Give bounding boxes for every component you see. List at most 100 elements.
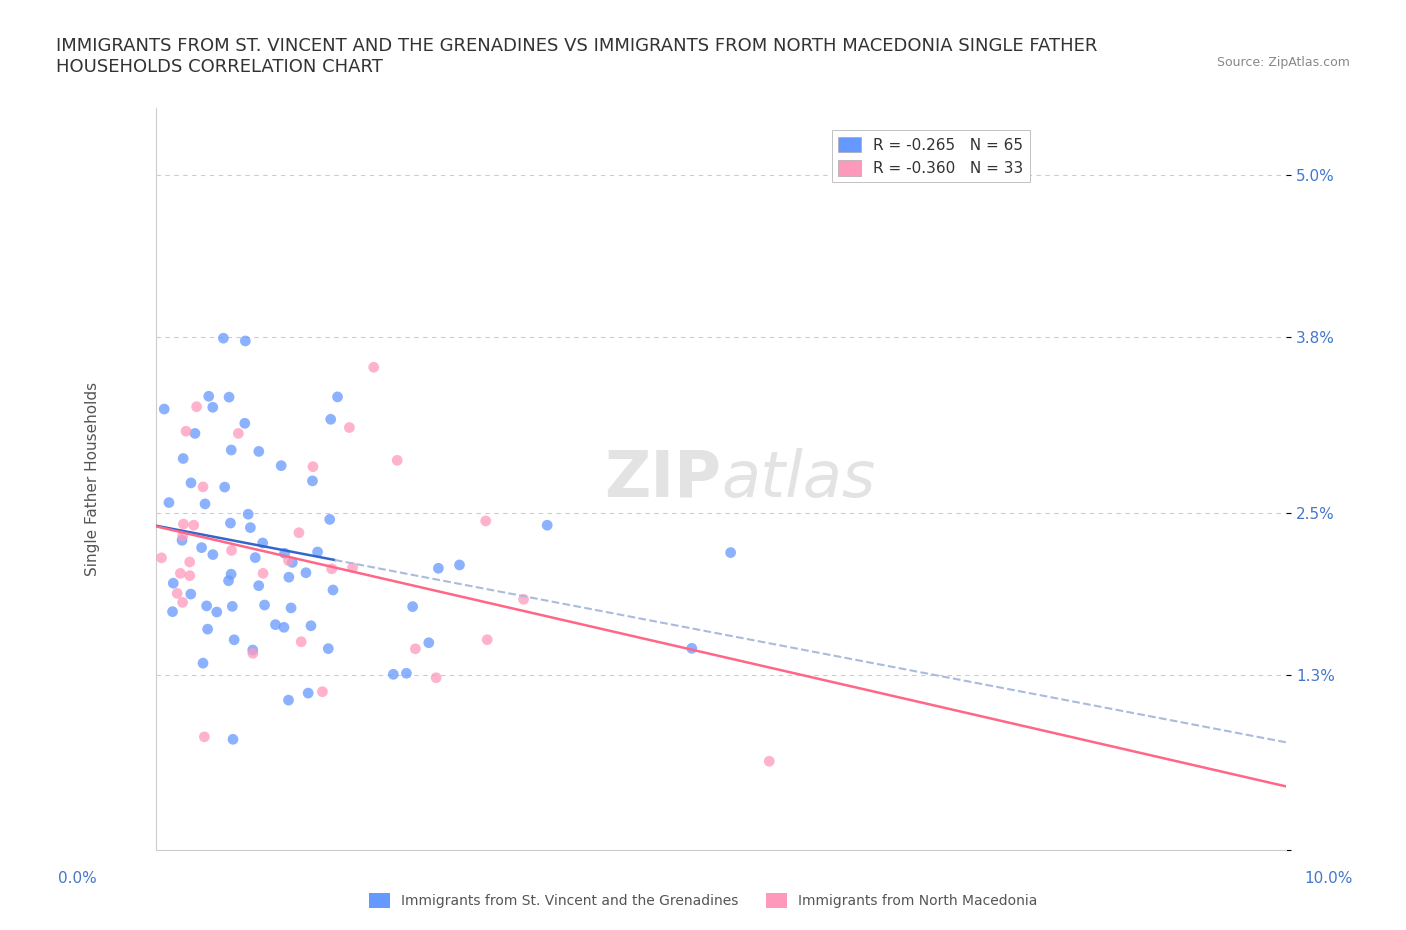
Point (273, 620, 295, 635)
Point (153, 402, 176, 417)
Point (252, 565, 274, 580)
Point (238, 507, 260, 522)
Point (201, 400, 224, 415)
Point (425, 671, 447, 685)
Point (172, 595, 194, 610)
Point (418, 635, 440, 650)
Point (318, 512, 340, 526)
Legend: R = -0.265   N = 65, R = -0.360   N = 33: R = -0.265 N = 65, R = -0.360 N = 33 (832, 130, 1029, 182)
Point (212, 331, 235, 346)
Point (319, 412, 342, 427)
Point (758, 754, 780, 769)
Point (233, 416, 256, 431)
Point (179, 554, 201, 569)
Point (221, 543, 243, 558)
Text: IMMIGRANTS FROM ST. VINCENT AND THE GRENADINES VS IMMIGRANTS FROM NORTH MACEDONI: IMMIGRANTS FROM ST. VINCENT AND THE GREN… (56, 37, 1098, 76)
Point (402, 599, 425, 614)
Point (242, 643, 264, 658)
Point (180, 587, 202, 602)
Point (228, 426, 250, 441)
Point (242, 645, 264, 660)
Legend: Immigrants from St. Vincent and the Grenadines, Immigrants from North Macedonia: Immigrants from St. Vincent and the Gren… (363, 888, 1043, 914)
Point (290, 634, 312, 649)
Point (281, 555, 304, 570)
Point (180, 475, 202, 490)
Point (195, 598, 218, 613)
Point (219, 443, 242, 458)
Point (681, 641, 703, 656)
Point (307, 545, 329, 560)
Point (221, 599, 243, 614)
Point (191, 480, 214, 495)
Point (162, 604, 184, 619)
Y-axis label: Single Father Households: Single Father Households (86, 382, 100, 576)
Point (363, 360, 385, 375)
Point (288, 525, 311, 540)
Point (512, 591, 534, 606)
Point (201, 547, 224, 562)
Point (477, 632, 499, 647)
Point (270, 458, 292, 473)
Text: atlas: atlas (721, 448, 876, 510)
Point (166, 586, 188, 601)
Point (322, 582, 344, 597)
Point (295, 565, 318, 580)
Point (172, 451, 194, 466)
Point (316, 641, 339, 656)
Text: ZIP: ZIP (605, 448, 721, 510)
Point (280, 601, 302, 616)
Point (172, 528, 194, 543)
Point (218, 390, 240, 405)
Point (382, 667, 405, 682)
Point (214, 480, 236, 495)
Point (184, 426, 207, 441)
Text: 10.0%: 10.0% (1305, 871, 1353, 886)
Point (205, 604, 228, 619)
Point (172, 517, 194, 532)
Point (247, 578, 270, 593)
Point (720, 545, 742, 560)
Point (219, 515, 242, 530)
Point (277, 570, 299, 585)
Point (218, 573, 240, 588)
Point (219, 566, 242, 581)
Point (302, 459, 325, 474)
Point (339, 420, 361, 435)
Point (273, 546, 295, 561)
Point (157, 495, 180, 510)
Point (395, 666, 418, 681)
Point (150, 551, 173, 565)
Point (247, 444, 270, 458)
Point (224, 632, 246, 647)
Point (297, 685, 319, 700)
Point (404, 642, 426, 657)
Point (264, 618, 287, 632)
Point (233, 334, 256, 349)
Point (194, 497, 217, 512)
Point (222, 732, 245, 747)
Point (174, 424, 197, 439)
Point (245, 551, 267, 565)
Point (474, 513, 496, 528)
Point (301, 473, 323, 488)
Point (277, 553, 299, 568)
Point (342, 560, 364, 575)
Text: 0.0%: 0.0% (58, 871, 97, 886)
Point (197, 389, 219, 404)
Point (311, 684, 333, 699)
Point (449, 557, 471, 572)
Point (253, 598, 276, 613)
Point (197, 622, 219, 637)
Point (239, 520, 262, 535)
Point (170, 533, 193, 548)
Point (321, 562, 343, 577)
Point (190, 540, 212, 555)
Point (191, 656, 214, 671)
Point (387, 453, 409, 468)
Point (326, 390, 349, 405)
Text: Source: ZipAtlas.com: Source: ZipAtlas.com (1216, 56, 1350, 69)
Point (186, 399, 208, 414)
Point (252, 536, 274, 551)
Point (277, 693, 299, 708)
Point (162, 576, 184, 591)
